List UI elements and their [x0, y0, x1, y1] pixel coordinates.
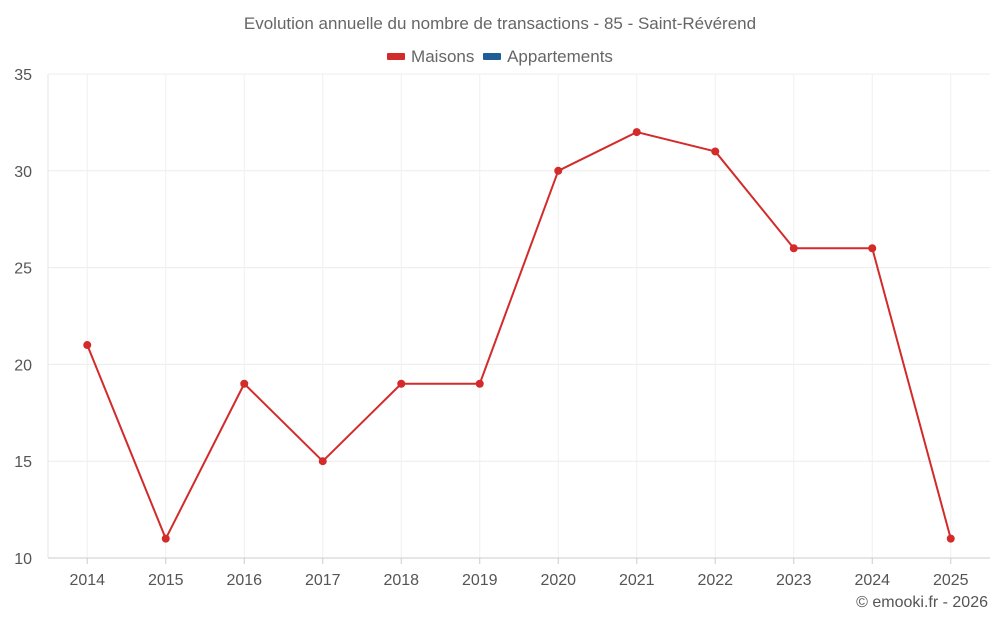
legend-label-appartements: Appartements: [507, 46, 613, 66]
series-layer: [83, 128, 955, 543]
data-point[interactable]: [554, 166, 563, 175]
x-tick-label: 2023: [776, 572, 812, 589]
data-point[interactable]: [397, 379, 406, 388]
data-point[interactable]: [318, 457, 327, 466]
chart-title: Evolution annuelle du nombre de transact…: [243, 14, 757, 33]
y-tick-label: 15: [14, 454, 32, 471]
y-axis: 10 15 20 25 30 35: [14, 67, 32, 568]
data-point[interactable]: [946, 534, 955, 543]
x-tick-label: 2018: [383, 572, 419, 589]
grid-lines: [47, 73, 990, 559]
legend-swatch-appartements: [483, 53, 502, 60]
x-tick-label: 2016: [226, 572, 262, 589]
data-point[interactable]: [83, 341, 92, 350]
x-tick-label: 2024: [854, 572, 890, 589]
legend-item-appartements[interactable]: Appartements: [483, 47, 613, 67]
legend-swatch-maisons: [387, 53, 406, 60]
x-tick-label: 2022: [697, 572, 733, 589]
data-point[interactable]: [161, 534, 170, 543]
x-tick-label: 2020: [540, 572, 576, 589]
x-tick-label: 2021: [619, 572, 655, 589]
data-point[interactable]: [789, 244, 798, 253]
y-tick-label: 10: [14, 551, 32, 568]
data-point[interactable]: [240, 379, 249, 388]
data-point[interactable]: [475, 379, 484, 388]
data-point[interactable]: [632, 128, 641, 137]
chart-legend: Maisons Appartements: [0, 45, 1000, 67]
legend-item-maisons[interactable]: Maisons: [387, 47, 474, 67]
x-tick-label: 2014: [69, 572, 105, 589]
x-tick-label: 2015: [148, 572, 184, 589]
y-tick-label: 35: [14, 67, 32, 84]
y-tick-label: 20: [14, 357, 32, 374]
y-tick-label: 30: [14, 164, 32, 181]
x-tick-label: 2017: [305, 572, 341, 589]
series-line-maisons: [86, 131, 952, 540]
x-tick-label: 2019: [462, 572, 498, 589]
credit-text: © emooki.fr - 2026: [856, 594, 988, 611]
data-point[interactable]: [711, 147, 720, 156]
x-axis: 2014 2015 2016 2017 2018 2019 2020 2021 2022 2023…: [48, 557, 990, 589]
legend-label-maisons: Maisons: [411, 46, 475, 66]
x-tick-label: 2025: [933, 572, 969, 589]
data-point[interactable]: [868, 244, 877, 253]
y-tick-label: 25: [14, 261, 32, 278]
